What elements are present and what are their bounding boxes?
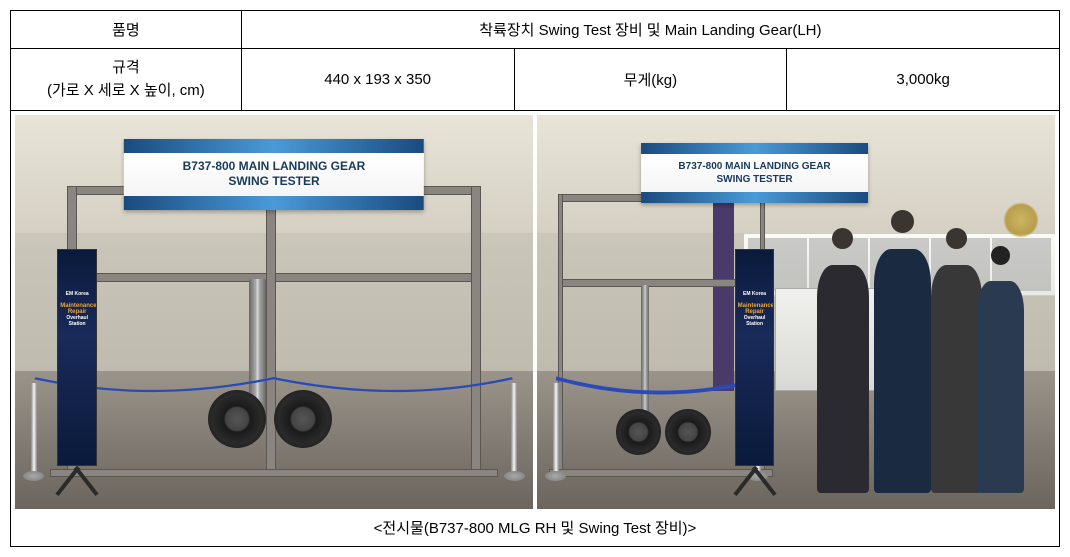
barrier-post	[31, 383, 37, 478]
equipment-sign: B737-800 MAIN LANDING GEAR SWING TESTER	[124, 139, 424, 210]
exhibit-photo-1: B737-800 MAIN LANDING GEAR SWING TESTER	[15, 115, 533, 509]
table-row: 규격 (가로 X 세로 X 높이, cm) 440 x 193 x 350 무게…	[11, 49, 1060, 111]
barrier-post	[553, 383, 559, 478]
rig-base	[50, 469, 498, 478]
banner-stand	[46, 466, 108, 501]
exhibit-photo-2: B737-800 MAIN LANDING GEAR SWING TESTER	[537, 115, 1055, 509]
sign-line1: B737-800 MAIN LANDING GEAR	[183, 159, 366, 173]
test-rig-frame	[67, 186, 481, 478]
table-row: 품명 착륙장치 Swing Test 장비 및 Main Landing Gea…	[11, 11, 1060, 49]
visitor-person	[817, 265, 869, 494]
images-cell: B737-800 MAIN LANDING GEAR SWING TESTER	[11, 111, 1060, 510]
weight-value: 3,000kg	[787, 49, 1060, 111]
rig-column	[266, 186, 276, 478]
banner-stand	[723, 466, 785, 501]
banner-brand: EM Korea	[60, 291, 94, 297]
barrier-post	[511, 383, 517, 478]
banner-brand: EM Korea	[738, 291, 772, 297]
rig-column	[471, 186, 481, 478]
equipment-sign: B737-800 MAIN LANDING GEAR SWING TESTER	[641, 143, 869, 203]
banner-text: Overhaul Station	[60, 315, 94, 327]
table-row: <전시물(B737-800 MLG RH 및 Swing Test 장비)>	[11, 509, 1060, 547]
landing-gear-wheel	[208, 390, 266, 448]
sign-line2: SWING TESTER	[716, 174, 792, 185]
spec-label-line2: (가로 X 세로 X 높이, cm)	[47, 82, 205, 99]
banner-text: Maintenance Repair	[60, 303, 94, 315]
landing-gear-strut	[641, 285, 649, 427]
banner-panel: EM Korea Maintenance Repair Overhaul Sta…	[57, 249, 97, 466]
header-item-name: 품명	[11, 11, 242, 49]
landing-gear-wheel	[665, 409, 711, 455]
images-container: B737-800 MAIN LANDING GEAR SWING TESTER	[11, 111, 1059, 509]
landing-gear-wheel	[274, 390, 332, 448]
sign-line1: B737-800 MAIN LANDING GEAR	[678, 161, 830, 172]
visitor-person	[874, 249, 931, 493]
table-row: B737-800 MAIN LANDING GEAR SWING TESTER	[11, 111, 1060, 510]
visitor-person	[931, 265, 983, 494]
weight-label: 무게(kg)	[514, 49, 787, 111]
spec-label-line1: 규격	[112, 59, 140, 76]
banner-panel: EM Korea Maintenance Repair Overhaul Sta…	[735, 249, 775, 466]
header-item-value: 착륙장치 Swing Test 장비 및 Main Landing Gear(L…	[241, 11, 1059, 49]
visitor-person	[977, 281, 1024, 494]
spec-label: 규격 (가로 X 세로 X 높이, cm)	[11, 49, 242, 111]
dimensions-value: 440 x 193 x 350	[241, 49, 514, 111]
sign-line2: SWING TESTER	[228, 174, 319, 188]
landing-gear-wheel	[616, 409, 662, 455]
popup-banner: EM Korea Maintenance Repair Overhaul Sta…	[723, 249, 785, 501]
banner-text: Overhaul Station	[738, 315, 772, 327]
banner-text: Maintenance Repair	[738, 303, 772, 315]
figure-caption: <전시물(B737-800 MLG RH 및 Swing Test 장비)>	[11, 509, 1060, 547]
popup-banner: EM Korea Maintenance Repair Overhaul Sta…	[46, 249, 108, 501]
spec-table: 품명 착륙장치 Swing Test 장비 및 Main Landing Gea…	[10, 10, 1060, 547]
